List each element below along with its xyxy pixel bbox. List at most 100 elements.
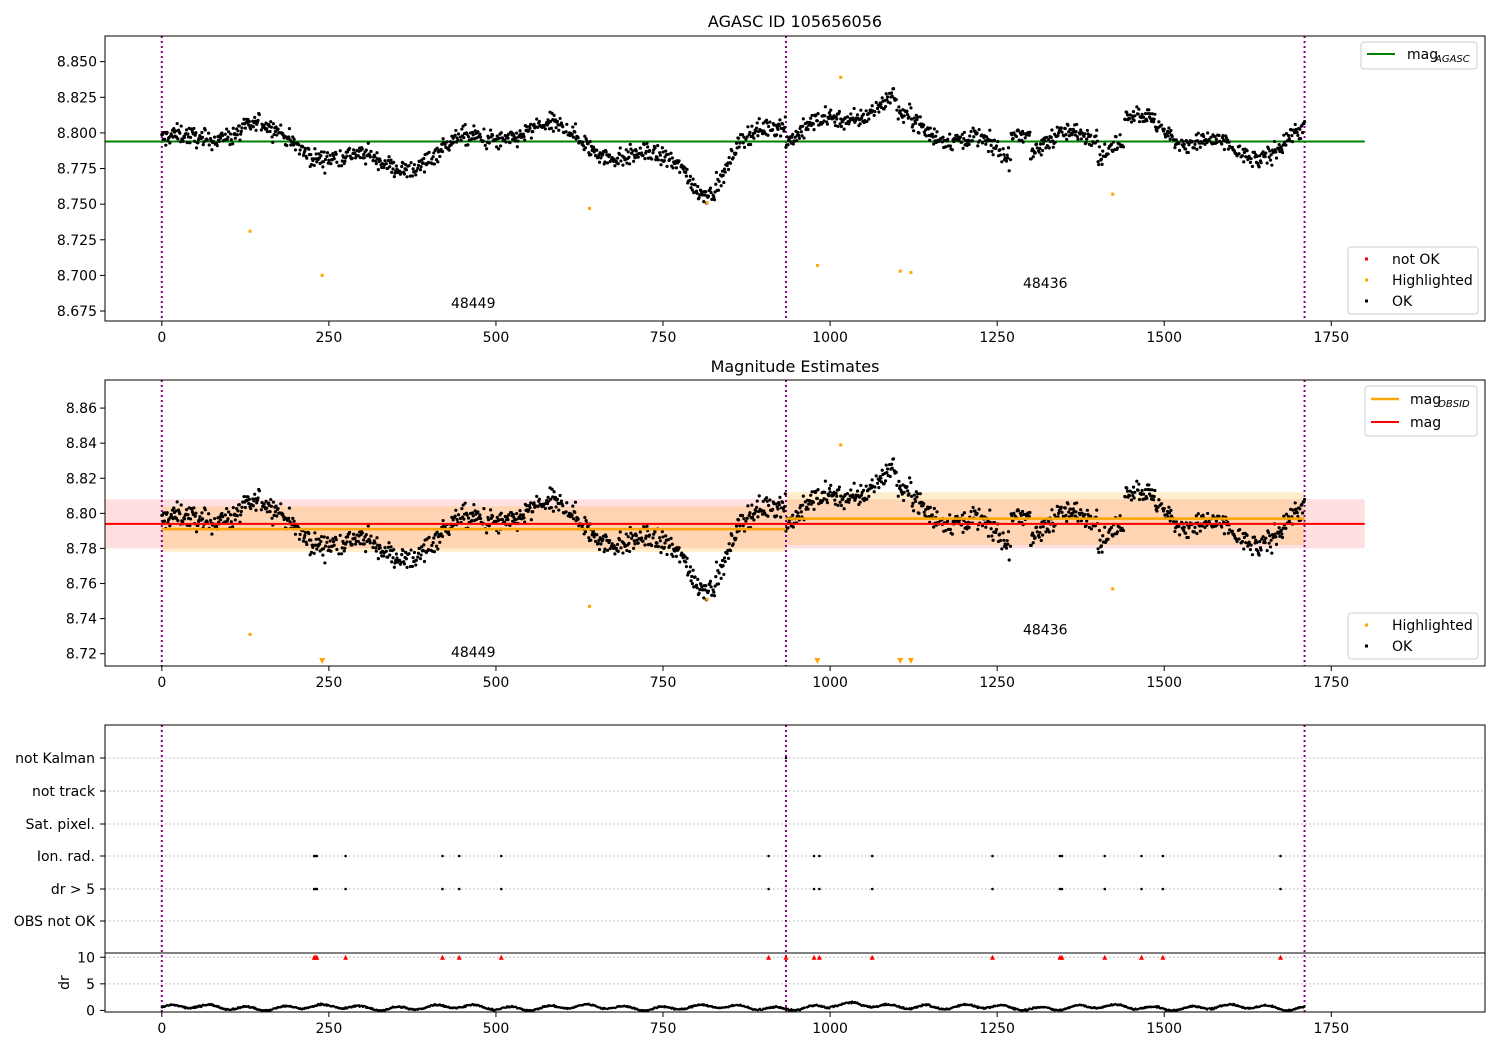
ok-point xyxy=(720,169,725,173)
ok-point xyxy=(847,500,851,504)
ok-point xyxy=(1200,524,1204,528)
ok-point xyxy=(1055,504,1059,508)
ok-point xyxy=(319,539,323,544)
ok-point xyxy=(874,474,878,478)
ok-point xyxy=(565,501,569,505)
ok-point xyxy=(1206,511,1210,516)
ok-point xyxy=(478,135,483,139)
ok-point xyxy=(608,546,612,551)
ok-point xyxy=(797,514,801,519)
ok-point xyxy=(276,507,280,511)
ok-point xyxy=(884,463,888,467)
agasc-xtick-label: 1750 xyxy=(1313,330,1349,346)
ok-point xyxy=(915,495,919,499)
ok-point xyxy=(1111,140,1116,144)
ok-point xyxy=(1167,511,1172,515)
ok-point xyxy=(1274,542,1279,546)
ok-point xyxy=(837,109,842,114)
ok-point xyxy=(325,540,329,544)
ok-point xyxy=(1190,139,1194,144)
ok-point xyxy=(576,517,580,521)
estimates-panel: Magnitude Estimates 8.728.748.768.788.80… xyxy=(66,357,1486,691)
ok-point xyxy=(313,147,317,151)
ok-point xyxy=(859,483,863,488)
ok-point xyxy=(1192,146,1196,150)
ok-point xyxy=(545,501,550,506)
ok-point xyxy=(771,128,775,132)
ok-point xyxy=(215,524,219,529)
ok-point xyxy=(752,511,757,516)
ok-point xyxy=(693,182,697,187)
ok-point xyxy=(1029,543,1033,547)
ok-point xyxy=(756,515,760,519)
ok-point xyxy=(1257,553,1261,557)
ok-point xyxy=(303,533,307,538)
ok-point xyxy=(1267,541,1271,545)
ok-point xyxy=(414,563,418,567)
ok-point xyxy=(329,549,333,553)
ok-point xyxy=(1177,141,1181,146)
dr-clipped-marker xyxy=(869,954,875,960)
ok-point xyxy=(1278,534,1282,538)
ok-point xyxy=(895,483,899,487)
ok-point xyxy=(670,542,674,546)
ok-point xyxy=(695,191,699,195)
agasc-xtick-label: 250 xyxy=(316,330,343,346)
ok-point xyxy=(305,156,309,160)
ok-point xyxy=(364,550,368,554)
ok-point xyxy=(374,546,378,550)
ok-point xyxy=(741,141,745,145)
ok-point xyxy=(1145,496,1149,500)
ok-point xyxy=(1085,519,1089,523)
ok-point xyxy=(714,170,719,175)
ok-point xyxy=(231,142,235,146)
ok-point xyxy=(386,545,390,549)
ok-point xyxy=(916,492,920,496)
flag-row-label: Sat. pixel. xyxy=(26,817,95,833)
ok-point xyxy=(644,149,648,153)
ok-point xyxy=(597,538,601,542)
ok-point xyxy=(1294,507,1298,511)
ok-point xyxy=(1268,149,1272,153)
ok-point xyxy=(1208,139,1212,143)
ok-point xyxy=(220,511,224,516)
ok-point xyxy=(499,131,503,135)
ok-point xyxy=(262,123,266,127)
ok-point xyxy=(198,134,202,138)
ok-point xyxy=(781,500,785,504)
ok-point xyxy=(1051,139,1055,143)
ok-point xyxy=(462,135,466,140)
ok-point xyxy=(796,131,800,135)
ok-point xyxy=(1135,105,1139,109)
ok-point xyxy=(476,510,480,514)
ok-point xyxy=(1153,488,1157,493)
ok-point xyxy=(889,462,894,466)
ok-point xyxy=(431,155,435,159)
ok-point xyxy=(791,525,795,529)
ok-point xyxy=(1125,110,1129,115)
ok-point xyxy=(962,137,966,141)
ok-point xyxy=(378,546,382,550)
ok-point xyxy=(757,117,761,121)
ok-point xyxy=(912,493,916,497)
ok-point xyxy=(764,118,769,122)
ok-point xyxy=(755,121,759,125)
ok-point xyxy=(1209,135,1213,139)
ok-point xyxy=(1202,134,1206,139)
ok-point xyxy=(801,124,805,128)
ok-point xyxy=(666,538,670,542)
ok-point xyxy=(1076,519,1080,523)
ok-point xyxy=(822,497,826,501)
ok-point xyxy=(1125,489,1130,493)
ok-point xyxy=(251,125,255,129)
ok-point xyxy=(1130,114,1134,118)
ok-point xyxy=(809,116,813,120)
ok-point xyxy=(696,184,700,189)
ok-point xyxy=(1071,507,1075,511)
ok-point xyxy=(721,173,725,178)
offscale-marker xyxy=(319,658,326,664)
ok-point xyxy=(906,112,910,117)
ok-point xyxy=(319,150,324,154)
ok-point xyxy=(1051,529,1055,533)
ok-point xyxy=(618,146,622,150)
